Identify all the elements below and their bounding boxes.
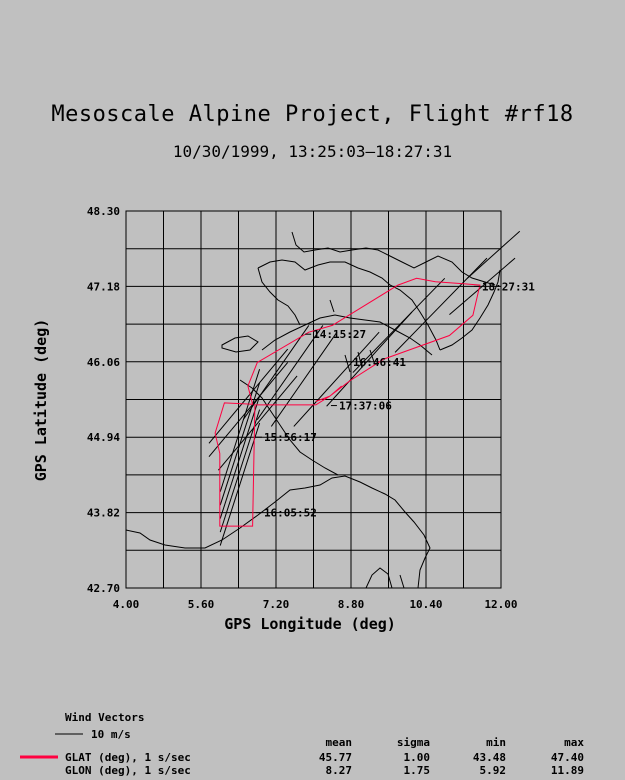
legend-wind-scale: 10 m/s	[91, 728, 131, 741]
y-tick-label: 44.94	[87, 431, 120, 444]
wind-vector	[230, 369, 261, 457]
x-tick-label: 5.60	[188, 598, 215, 611]
stats-header: min	[486, 736, 506, 749]
x-tick-label: 8.80	[338, 598, 365, 611]
chart-subtitle: 10/30/1999, 13:25:03–18:27:31	[172, 142, 453, 161]
y-tick-label: 46.06	[87, 356, 120, 369]
wind-vector-tail	[208, 416, 232, 444]
wind-vector-tail	[219, 456, 232, 492]
time-annotation: 16:05:52	[264, 507, 317, 520]
coastline-south	[365, 567, 393, 589]
wind-vector-tail	[219, 470, 232, 506]
stats-header: max	[564, 736, 584, 749]
y-tick-label: 47.18	[87, 280, 120, 293]
wind-vector-tail	[352, 345, 380, 373]
y-tick-label: 43.82	[87, 507, 120, 520]
stats-headers: mean sigma min max	[326, 736, 585, 749]
x-tick-labels: 4.00 5.60 7.20 8.80 10.40 12.00	[113, 598, 518, 611]
stats-rows: GLAT (deg), 1 s/sec 45.77 1.00 43.48 47.40 GL…	[20, 751, 584, 777]
y-tick-label: 42.70	[87, 582, 120, 595]
wind-vector-tail	[219, 510, 232, 546]
x-tick-label: 4.00	[113, 598, 140, 611]
plot-frame	[125, 210, 502, 589]
stats-value: 5.92	[480, 764, 507, 777]
wind-vector	[240, 375, 298, 444]
wind-vector-tail	[208, 429, 232, 458]
wind-vector-tail	[256, 392, 277, 420]
stats-value: 11.89	[551, 764, 584, 777]
wind-vector	[230, 382, 261, 471]
time-annotation: 18:27:31	[482, 280, 535, 293]
wind-vector-tail	[326, 378, 352, 407]
wind-vector	[378, 277, 446, 346]
swiss-border	[257, 259, 441, 351]
wind-vector-tail	[217, 442, 242, 471]
stats-value: 1.00	[404, 751, 431, 764]
time-annotation: 15:56:17	[264, 431, 317, 444]
wind-vector	[317, 331, 380, 400]
stats-header: mean	[326, 736, 353, 749]
wind-vector-tail	[242, 392, 263, 420]
coastline-map	[125, 231, 501, 589]
alps-border	[239, 314, 433, 476]
stats-value: 1.75	[404, 764, 431, 777]
y-tick-labels: 48.30 47.18 46.06 44.94 43.82 42.70	[87, 205, 120, 595]
wind-vector-tail	[394, 325, 422, 353]
germany-border	[291, 231, 496, 286]
y-tick-label: 48.30	[87, 205, 120, 218]
wind-vector	[420, 257, 488, 326]
wind-vector	[467, 257, 516, 299]
wind-vector	[230, 422, 261, 511]
wind-vectors	[208, 230, 521, 546]
wind-vector-tail	[270, 399, 291, 427]
legend-wind-title: Wind Vectors	[65, 711, 144, 724]
time-annotation: 16:46:41	[353, 356, 406, 369]
chart-title: Mesoscale Alpine Project, Flight #rf18	[51, 102, 574, 127]
y-axis-label: GPS Latitude (deg)	[32, 319, 50, 482]
legend-row-label: GLAT (deg), 1 s/sec	[65, 751, 191, 764]
x-tick-label: 10.40	[409, 598, 442, 611]
legend-row-label: GLON (deg), 1 s/sec	[65, 764, 191, 777]
time-annotation: 14:15:27	[313, 328, 366, 341]
grid	[126, 211, 501, 588]
wind-vector	[350, 311, 413, 380]
flight-track	[214, 277, 481, 527]
wind-vector	[230, 409, 261, 498]
austria-border	[439, 269, 501, 351]
lakes	[221, 299, 375, 373]
wind-vector-tail	[219, 483, 232, 519]
stats-header: sigma	[397, 736, 430, 749]
wind-vector	[275, 325, 324, 394]
time-annotations: 18:27:31 14:15:27 16:46:41 17:37:06 15:56:17…	[255, 280, 535, 520]
coastline	[125, 475, 431, 589]
stats-value: 43.48	[473, 751, 506, 764]
wind-vector-tail	[466, 264, 483, 279]
x-tick-label: 12.00	[484, 598, 517, 611]
x-tick-label: 7.20	[263, 598, 290, 611]
wind-vector-tail	[449, 298, 469, 316]
stats-value: 45.77	[319, 751, 352, 764]
corsica	[399, 574, 405, 589]
x-axis-label: GPS Longitude (deg)	[224, 615, 396, 633]
wind-vector	[230, 395, 261, 484]
wind-vector-tail	[293, 399, 319, 427]
wind-vector	[289, 331, 338, 400]
stats-value: 8.27	[326, 764, 353, 777]
stats-value: 47.40	[551, 751, 584, 764]
time-annotation: 17:37:06	[339, 400, 392, 413]
